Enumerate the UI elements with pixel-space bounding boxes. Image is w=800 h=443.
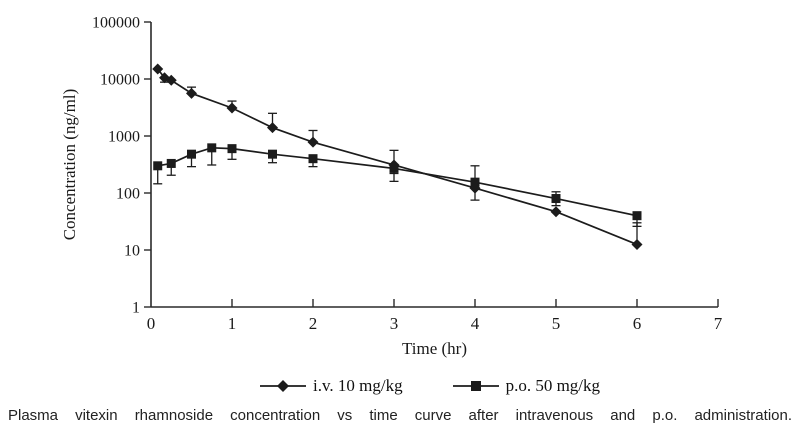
x-tick-label: 4 (471, 314, 480, 333)
data-point-diamond (631, 238, 643, 250)
legend-label-po: p.o. 50 mg/kg (505, 376, 601, 395)
data-point-diamond (226, 102, 238, 114)
diamond-marker-icon (260, 380, 306, 392)
data-point-diamond (186, 87, 197, 99)
data-point-square (268, 149, 277, 159)
y-tick-label: 1000 (108, 129, 140, 146)
legend-item-iv: i.v. 10 mg/kg (260, 376, 403, 396)
series-line-iv (157, 68, 638, 246)
data-point-diamond (307, 136, 319, 148)
data-point-square (207, 143, 217, 153)
data-point-square (153, 161, 163, 171)
legend: i.v. 10 mg/kg p.o. 50 mg/kg (260, 376, 600, 396)
data-point-diamond (267, 122, 278, 134)
y-tick-label: 100000 (92, 15, 140, 32)
data-point-square (632, 211, 642, 221)
legend-item-po: p.o. 50 mg/kg (452, 376, 601, 396)
data-point-square (308, 154, 318, 164)
y-axis-label: Concentration (ng/ml) (60, 89, 79, 241)
data-point-diamond (550, 206, 562, 218)
x-axis-label: Time (hr) (402, 339, 467, 358)
x-tick-label: 7 (714, 314, 723, 333)
legend-label-iv: i.v. 10 mg/kg (313, 376, 403, 395)
data-point-square (551, 194, 561, 204)
data-point-square (470, 177, 480, 187)
x-tick-label: 5 (552, 314, 561, 333)
data-point-square (187, 149, 196, 159)
square-marker-icon (452, 381, 499, 391)
data-point-diamond (165, 74, 177, 86)
figure-caption: Plasma vitexin rhamnoside concentration … (8, 407, 792, 424)
y-tick-label: 10000 (100, 72, 140, 89)
data-point-diamond (152, 63, 164, 75)
y-tick-label: 100 (116, 186, 140, 203)
x-tick-label: 0 (147, 314, 156, 333)
y-tick-label: 10 (124, 243, 140, 260)
data-point-square (227, 144, 237, 154)
x-tick-label: 2 (309, 314, 318, 333)
data-point-square (166, 158, 176, 168)
x-tick-label: 3 (390, 314, 399, 333)
x-tick-label: 6 (633, 314, 642, 333)
data-point-square (389, 163, 399, 173)
x-tick-label: 1 (228, 314, 237, 333)
y-tick-label: 1 (132, 300, 140, 317)
